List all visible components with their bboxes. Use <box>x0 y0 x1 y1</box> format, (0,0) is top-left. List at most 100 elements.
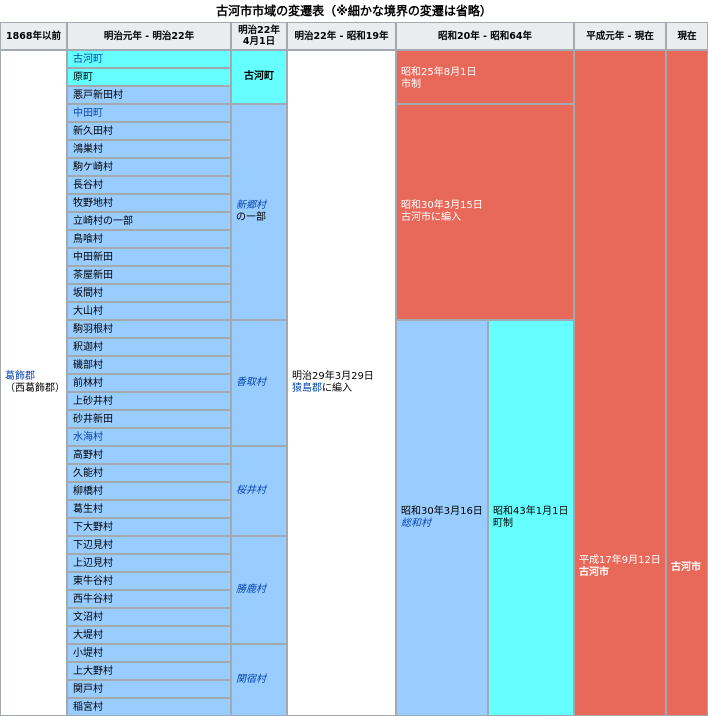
village-row: 下辺見村 <box>67 536 231 554</box>
header-showa-20-64: 昭和20年 - 昭和64年 <box>396 22 574 50</box>
village-row: 悪戸新田村 <box>67 86 231 104</box>
heisei17-date: 平成17年9月12日 <box>579 555 661 566</box>
heisei17-city: 古河市 <box>579 567 609 578</box>
village-row: 東牛谷村 <box>67 572 231 590</box>
sashima-date: 明治29年3月29日 <box>292 371 374 382</box>
village-name: 悪戸新田村 <box>73 90 123 101</box>
village-row: 鳥喰村 <box>67 230 231 248</box>
village-name: 葛生村 <box>73 504 103 515</box>
sashima-link[interactable]: 猿島郡 <box>292 383 322 394</box>
village-name[interactable]: 中田町 <box>73 108 103 119</box>
group-sakurai-link[interactable]: 桜井村 <box>236 485 266 496</box>
showa30-merge-cell: 昭和30年3月15日 古河市に編入 <box>396 104 574 320</box>
village-row: 新久田村 <box>67 122 231 140</box>
district-cell: 葛飾郡 （西葛飾郡） <box>0 50 67 716</box>
village-row: 大山村 <box>67 302 231 320</box>
village-name: 柳橋村 <box>73 486 103 497</box>
village-name: 高野村 <box>73 450 103 461</box>
village-name: 鳥喰村 <box>73 234 103 245</box>
sowa-cell: 昭和30年3月16日 総和村 <box>396 320 488 716</box>
current-cell: 古河市 <box>666 50 708 716</box>
group-katori: 香取村 <box>231 320 287 446</box>
group-shokan-link[interactable]: 勝鹿村 <box>236 584 266 595</box>
village-name: 上砂井村 <box>73 396 113 407</box>
village-name[interactable]: 古河町 <box>73 54 103 65</box>
village-name: 鴻巣村 <box>73 144 103 155</box>
village-row: 上辺見村 <box>67 554 231 572</box>
header-meiji-22-apr: 明治22年4月1日 <box>231 22 287 50</box>
showa25-date: 昭和25年8月1日 <box>401 67 477 78</box>
village-name: 釈迦村 <box>73 342 103 353</box>
village-name: 下大野村 <box>73 522 113 533</box>
village-row: 関戸村 <box>67 680 231 698</box>
header-showa-20-64-label: 昭和20年 - 昭和64年 <box>438 30 532 42</box>
header-meiji-showa19-label: 明治22年 - 昭和19年 <box>294 30 389 42</box>
village-row: 柳橋村 <box>67 482 231 500</box>
group-shingo: 新郷村 の一部 <box>231 104 287 320</box>
group-shokan: 勝鹿村 <box>231 536 287 644</box>
village-name: 長谷村 <box>73 180 103 191</box>
village-row: 葛生村 <box>67 500 231 518</box>
group-shingo-link[interactable]: 新郷村 <box>236 200 266 211</box>
village-row: 水海村 <box>67 428 231 446</box>
village-name: 茶屋新田 <box>73 270 113 281</box>
showa43-event: 町制 <box>493 518 513 529</box>
village-row: 砂井新田 <box>67 410 231 428</box>
village-name: 小堤村 <box>73 648 103 659</box>
group-sakurai: 桜井村 <box>231 446 287 536</box>
village-name: 下辺見村 <box>73 540 113 551</box>
village-name: 東牛谷村 <box>73 576 113 587</box>
group-koga-town: 古河町 <box>231 50 287 104</box>
village-name: 前林村 <box>73 378 103 389</box>
header-meiji-1-22: 明治元年 - 明治22年 <box>67 22 231 50</box>
header-current-label: 現在 <box>677 30 697 42</box>
village-row: 釈迦村 <box>67 338 231 356</box>
village-name: 大山村 <box>73 306 103 317</box>
village-row: 高野村 <box>67 446 231 464</box>
district-sub: （西葛飾郡） <box>5 383 65 394</box>
village-name: 新久田村 <box>73 126 113 137</box>
village-row: 稲宮村 <box>67 698 231 716</box>
village-name: 牧野地村 <box>73 198 113 209</box>
showa25-city-cell: 昭和25年8月1日 市制 <box>396 50 574 104</box>
showa30-merge-event: 古河市に編入 <box>401 212 461 223</box>
village-row: 中田町 <box>67 104 231 122</box>
header-current: 現在 <box>666 22 708 50</box>
header-pre-1868: 1868年以前 <box>0 22 67 50</box>
table-caption: 古河市市域の変遷表（※細かな境界の変遷は省略） <box>216 4 492 18</box>
village-row: 上砂井村 <box>67 392 231 410</box>
village-name: 上大野村 <box>73 666 113 677</box>
district-link[interactable]: 葛飾郡 <box>5 371 35 382</box>
village-row: 久能村 <box>67 464 231 482</box>
current-city: 古河市 <box>671 562 701 573</box>
village-name: 砂井新田 <box>73 414 113 425</box>
sowa-date: 昭和30年3月16日 <box>401 506 483 517</box>
village-name: 西牛谷村 <box>73 594 113 605</box>
sowa-link[interactable]: 総和村 <box>401 518 431 529</box>
village-name: 坂間村 <box>73 288 103 299</box>
header-heisei-label: 平成元年 - 現在 <box>586 30 654 42</box>
showa25-event: 市制 <box>401 79 421 90</box>
village-name: 立崎村の一部 <box>73 216 133 227</box>
village-row: 鴻巣村 <box>67 140 231 158</box>
showa43-date: 昭和43年1月1日 <box>493 506 569 517</box>
village-name[interactable]: 水海村 <box>73 432 103 443</box>
sashima-rest: に編入 <box>322 383 352 394</box>
village-name: 駒羽根村 <box>73 324 113 335</box>
village-name: 稲宮村 <box>73 702 103 713</box>
village-row: 坂間村 <box>67 284 231 302</box>
village-name: 文沼村 <box>73 612 103 623</box>
village-row: 茶屋新田 <box>67 266 231 284</box>
village-row: 小堤村 <box>67 644 231 662</box>
village-name: 上辺見村 <box>73 558 113 569</box>
village-row: 上大野村 <box>67 662 231 680</box>
group-katori-link[interactable]: 香取村 <box>236 377 266 388</box>
village-name: 関戸村 <box>73 684 103 695</box>
village-row: 前林村 <box>67 374 231 392</box>
village-row: 駒羽根村 <box>67 320 231 338</box>
village-row: 大堤村 <box>67 626 231 644</box>
village-name: 原町 <box>73 72 93 83</box>
group-sekiyado-link[interactable]: 関宿村 <box>236 674 266 685</box>
village-row: 牧野地村 <box>67 194 231 212</box>
header-meiji-showa19: 明治22年 - 昭和19年 <box>287 22 396 50</box>
